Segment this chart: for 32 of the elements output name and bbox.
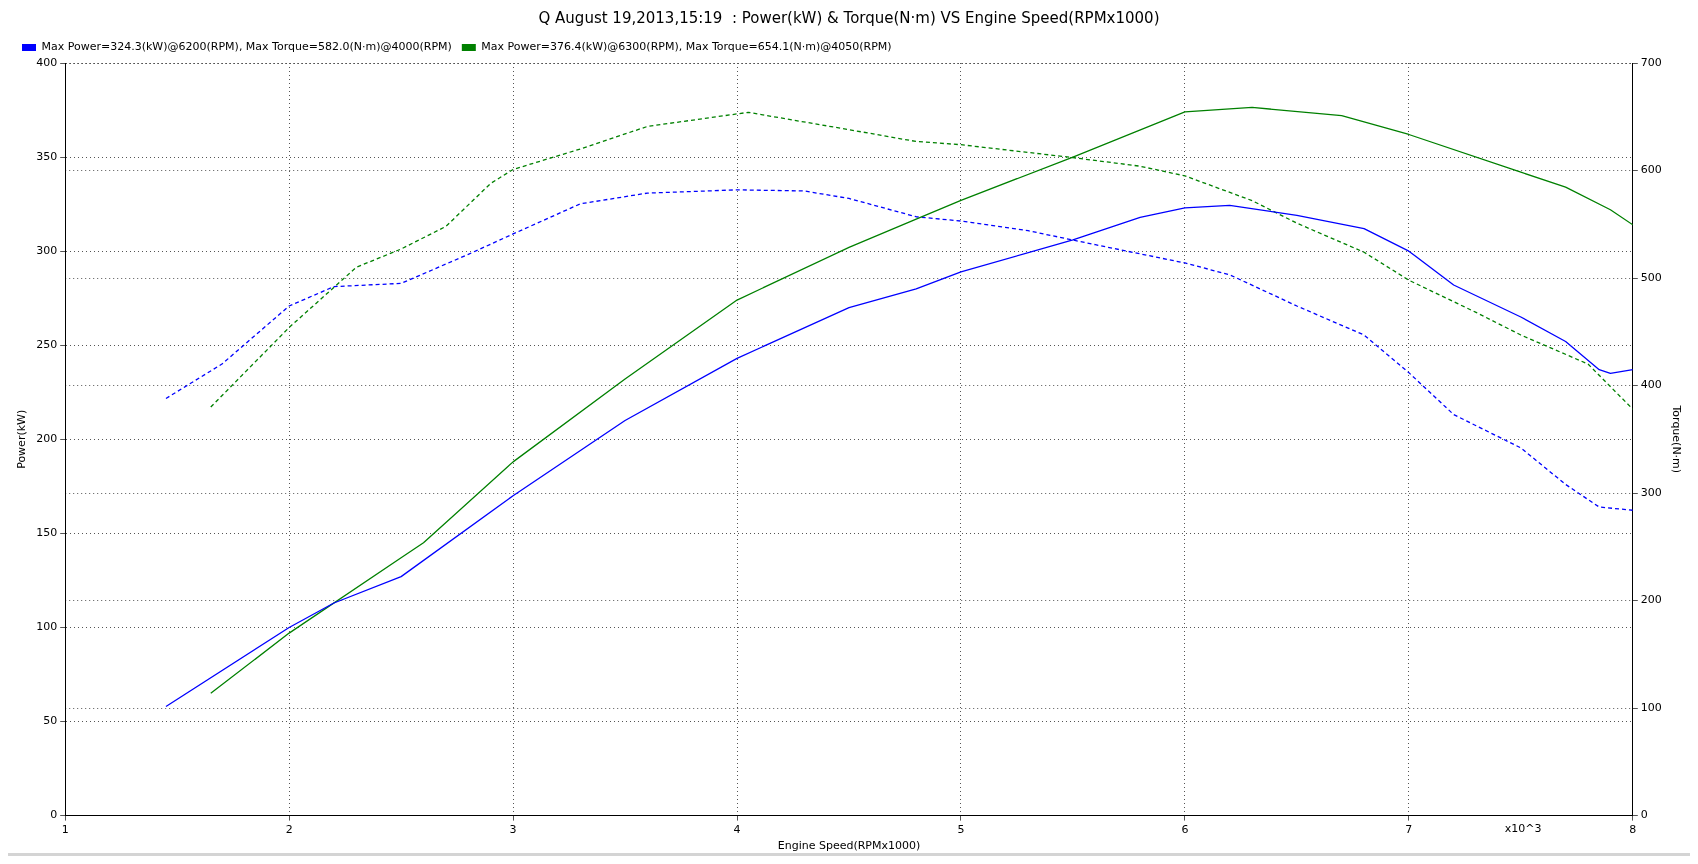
- y2-tick-label: 100: [1640, 700, 1662, 714]
- y-tick-label: 200: [36, 432, 58, 446]
- x-tick-label: 3: [509, 823, 517, 837]
- y2-tick-label: 300: [1640, 485, 1662, 499]
- y2-tick-label: 200: [1640, 593, 1662, 607]
- y2-tick-label: 700: [1640, 55, 1662, 69]
- legend-label: Max Power=324.3(kW)@6200(RPM), Max Torque=582.0(N·m)@4000(RPM): [41, 40, 452, 54]
- y-tick-label: 350: [36, 149, 58, 163]
- text: x10^3: [1504, 821, 1542, 835]
- y2-tick-label: 400: [1640, 378, 1662, 392]
- chart-title: Q August 19,2013,15:19 : Power(kW) & Torque(N·m) VS Engine Speed(RPMx1000): [538, 8, 1160, 27]
- x-tick-label: 1: [61, 823, 69, 837]
- legend-label: Max Power=376.4(kW)@6300(RPM), Max Torque=654.1(N·m)@4050(RPM): [481, 40, 892, 54]
- y-tick-label: 250: [36, 338, 58, 352]
- y2-axis-title: Torque(N·m): [1669, 404, 1683, 474]
- y2-tick-label: 600: [1640, 163, 1662, 177]
- x-tick-label: 2: [285, 823, 293, 837]
- y-tick-label: 300: [36, 244, 58, 258]
- y-tick-label: 150: [36, 526, 58, 540]
- x-tick-label: 4: [733, 823, 741, 837]
- y-tick-label: 100: [36, 620, 58, 634]
- x-tick-label: 7: [1405, 823, 1413, 837]
- x-axis-title: Engine Speed(RPMx1000): [777, 839, 921, 853]
- y-tick-label: 50: [43, 714, 58, 728]
- x-tick-label: 5: [957, 823, 965, 837]
- x-tick-label: 6: [1181, 823, 1189, 837]
- y2-tick-label: 500: [1640, 270, 1662, 284]
- y2-tick-label: 0: [1640, 808, 1648, 822]
- y-axis-title: Power(kW): [15, 409, 29, 469]
- x-tick-label: 8: [1629, 823, 1637, 837]
- y-tick-label: 0: [50, 808, 58, 822]
- y-tick-label: 400: [36, 55, 58, 69]
